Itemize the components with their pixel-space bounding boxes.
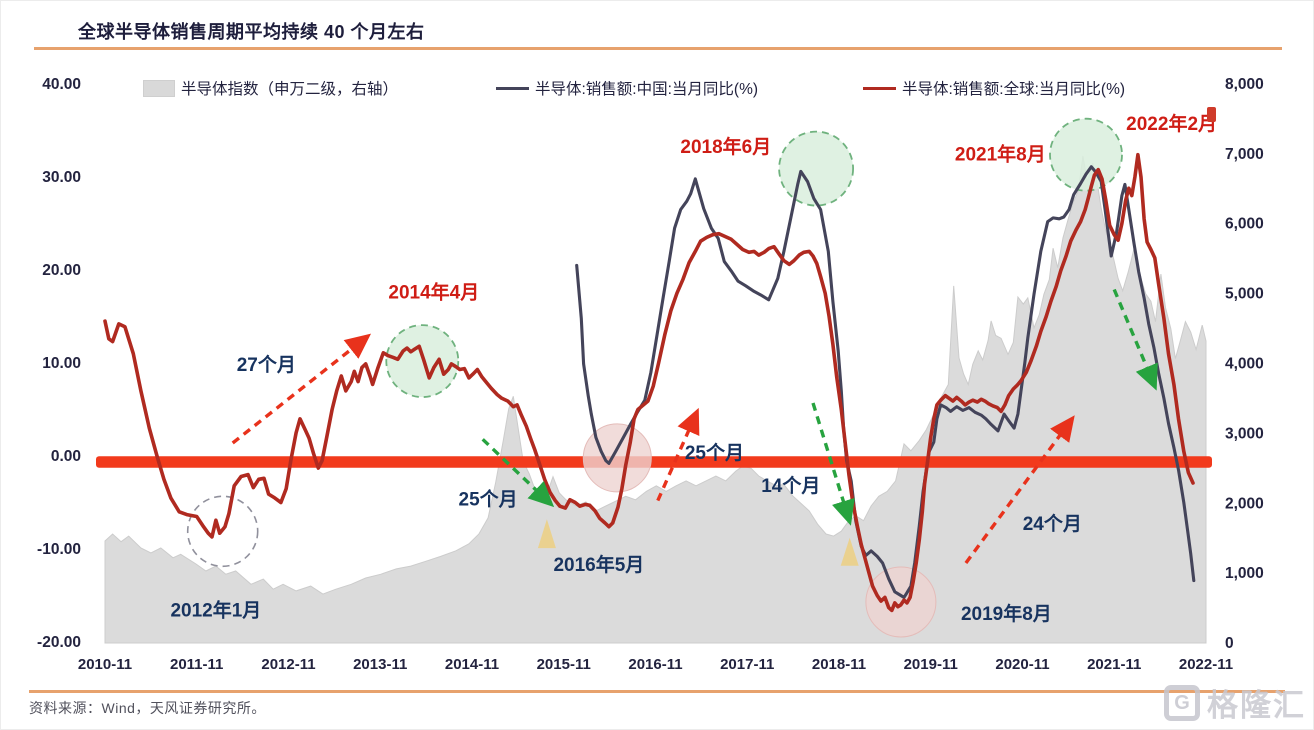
- green-trend-arrow: [811, 402, 855, 526]
- x-axis-tick-label: 2013-11: [353, 656, 407, 673]
- red-trend-arrow: [231, 333, 372, 445]
- line-swatch-icon: [863, 86, 896, 90]
- y-right-tick-label: 1,000: [1225, 565, 1264, 582]
- area-swatch-icon: [143, 79, 175, 97]
- annotation-label: 2019年8月: [961, 602, 1052, 625]
- x-axis-tick-label: 2012-11: [261, 656, 315, 673]
- gelonghui-g-icon: G: [1164, 684, 1200, 721]
- source-note: 资料来源：Wind，天风证券研究所。: [29, 700, 266, 716]
- legend-item-global: 半导体:销售额:全球:当月同比(%): [863, 78, 1125, 98]
- x-axis-tick-label: 2010-11: [78, 656, 132, 673]
- y-right-tick-label: 3,000: [1225, 425, 1264, 442]
- green-trend-arrow: [481, 438, 555, 508]
- red-trend-arrow: [964, 415, 1075, 565]
- annotation-label: 27个月: [237, 354, 296, 376]
- annotation-label: 2016年5月: [553, 553, 644, 576]
- y-left-tick-label: -10.00: [37, 541, 81, 558]
- gelonghui-logo-text: 格隆汇: [1207, 688, 1306, 723]
- annotation-label: 2018年6月: [680, 135, 771, 158]
- y-right-tick-label: 0: [1225, 635, 1234, 652]
- line-swatch-icon: [496, 86, 529, 90]
- legend-label: 半导体指数（申万二级，右轴）: [181, 81, 399, 98]
- x-axis-tick-label: 2015-11: [537, 656, 591, 673]
- x-axis-tick-label: 2014-11: [445, 656, 499, 673]
- y-left-tick-label: 30.00: [42, 169, 81, 186]
- annotation-label: 25个月: [459, 489, 518, 511]
- trough-marker-triangle: [537, 519, 556, 549]
- y-right-tick-label: 6,000: [1225, 216, 1264, 233]
- global-yoy-line: [103, 152, 1195, 613]
- red-edge-marker: [1207, 107, 1216, 122]
- x-axis-tick-label: 2019-11: [904, 656, 958, 673]
- y-right-tick-label: 2,000: [1225, 495, 1264, 512]
- trough-marker-triangle: [840, 537, 859, 566]
- x-axis-tick-label: 2020-11: [995, 656, 1049, 673]
- x-axis-tick-label: 2018-11: [812, 656, 866, 673]
- legend-item-china: 半导体:销售额:中国:当月同比(%): [496, 78, 758, 98]
- annotation-label: 2012年1月: [170, 598, 261, 621]
- annotation-label: 25个月: [685, 442, 744, 464]
- annotation-label: 24个月: [1023, 513, 1082, 535]
- x-axis-tick-label: 2017-11: [720, 656, 774, 673]
- y-right-tick-label: 4,000: [1225, 356, 1264, 373]
- index-area-series: [104, 155, 1207, 644]
- annotation-label: 2022年2月: [1126, 112, 1217, 135]
- x-axis-tick-label: 2021-11: [1087, 656, 1141, 673]
- y-left-tick-label: 0.00: [51, 448, 81, 465]
- annotation-label: 14个月: [761, 475, 820, 497]
- top-divider: [34, 47, 1282, 50]
- red-trend-arrow: [656, 407, 700, 502]
- x-axis-tick-label: 2016-11: [628, 656, 682, 673]
- y-right-tick-label: 7,000: [1225, 146, 1264, 163]
- legend-label: 半导体:销售额:中国:当月同比(%): [535, 81, 759, 98]
- annotation-label: 2021年8月: [955, 143, 1046, 166]
- green-highlight-circle: [1049, 117, 1123, 192]
- green-trend-arrow: [1112, 288, 1158, 391]
- legend-label: 半导体:销售额:全球:当月同比(%): [902, 81, 1126, 98]
- pink-highlight-circle: [582, 423, 652, 493]
- y-left-tick-label: -20.00: [37, 634, 81, 651]
- green-highlight-circle: [778, 130, 854, 207]
- annotation-label: 2014年4月: [388, 280, 479, 303]
- y-left-tick-label: 20.00: [42, 262, 81, 279]
- gray-dashed-highlight-circle: [186, 495, 259, 568]
- x-axis-tick-label: 2022-11: [1179, 656, 1233, 673]
- gelonghui-logo: G 格隆汇: [1164, 680, 1306, 725]
- y-right-tick-label: 8,000: [1225, 76, 1264, 93]
- y-left-tick-label: 10.00: [42, 355, 81, 372]
- bottom-divider: [29, 690, 1285, 693]
- y-left-tick-label: 40.00: [42, 76, 81, 93]
- x-axis-tick-label: 2011-11: [170, 656, 223, 673]
- zero-baseline-band: [96, 456, 1212, 468]
- chart-title: 全球半导体销售周期平均持续 40 个月左右: [78, 22, 425, 42]
- y-right-tick-label: 5,000: [1225, 286, 1264, 303]
- legend-item-index: 半导体指数（申万二级，右轴）: [143, 78, 398, 98]
